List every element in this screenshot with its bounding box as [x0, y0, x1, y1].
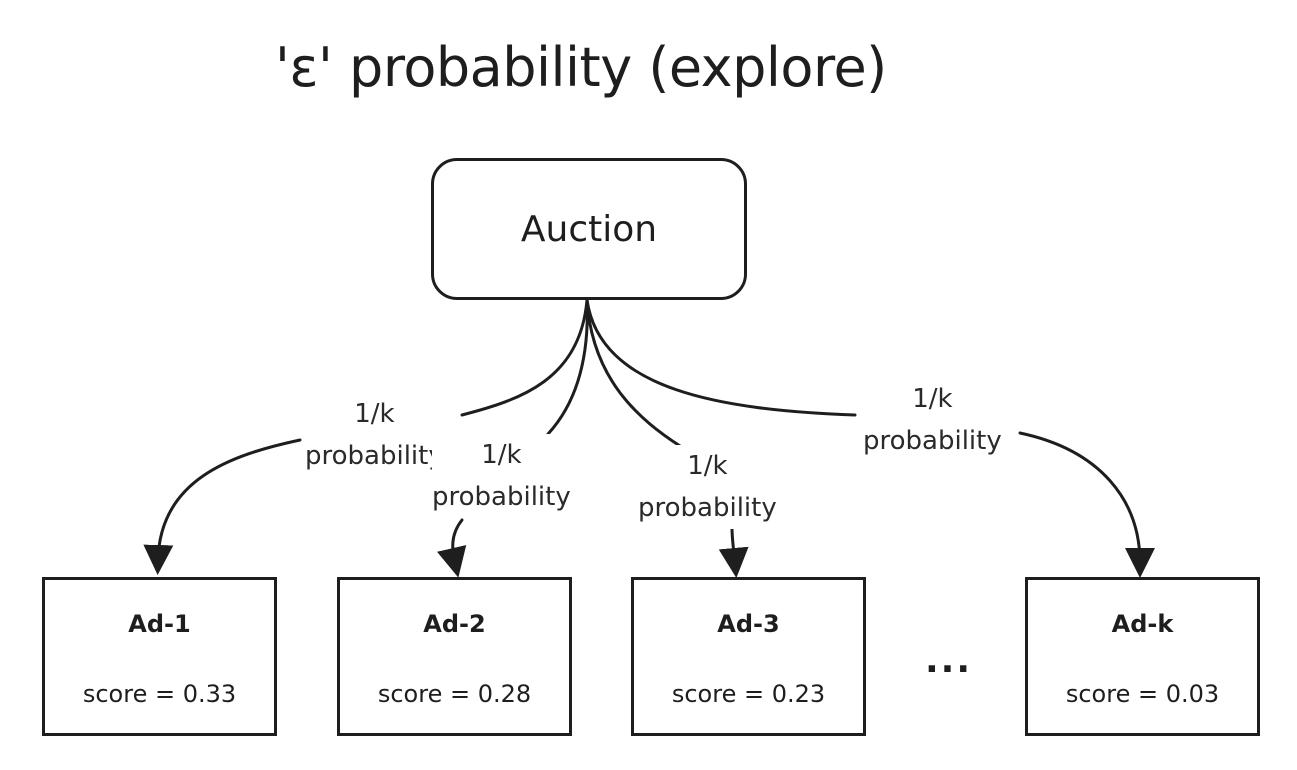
auction-node: Auction	[431, 158, 747, 300]
edge-to-ad-1	[460, 298, 589, 417]
diagram-title: 'ε' probability (explore)	[275, 36, 887, 99]
edge-label-ad-2: 1/k probability	[432, 434, 571, 518]
ad-node-k: Ad-k score = 0.03	[1025, 577, 1260, 736]
edge-label-ad-k: 1/k probability	[863, 378, 1002, 462]
edge-label-fraction: 1/k	[481, 440, 522, 470]
ad-score: score = 0.28	[377, 680, 532, 708]
edge-to-ad-k	[585, 298, 857, 417]
ad-name: Ad-1	[128, 610, 191, 638]
arrow-to-ad-k	[1018, 431, 1155, 578]
edge-label-ad-1: 1/k probability	[305, 393, 444, 477]
ad-score: score = 0.23	[671, 680, 826, 708]
edge-label-fraction: 1/k	[912, 384, 953, 414]
ad-name: Ad-2	[423, 610, 486, 638]
ad-node-3: Ad-3 score = 0.23	[631, 577, 866, 736]
arrow-to-ad-3	[718, 526, 749, 578]
edge-to-ad-2	[546, 298, 589, 436]
ad-name: Ad-3	[717, 610, 780, 638]
edge-label-text: probability	[432, 482, 571, 512]
arrow-to-ad-2	[437, 518, 467, 578]
arrow-to-ad-1	[143, 438, 302, 575]
edge-label-ad-3: 1/k probability	[638, 445, 777, 529]
edge-to-ad-3	[585, 298, 682, 448]
edge-label-text: probability	[638, 493, 777, 523]
ad-name: Ad-k	[1111, 610, 1174, 638]
edge-label-text: probability	[305, 441, 444, 471]
edge-label-fraction: 1/k	[354, 399, 395, 429]
edge-label-fraction: 1/k	[687, 451, 728, 481]
ellipsis: ...	[925, 640, 973, 681]
auction-label: Auction	[520, 208, 658, 250]
ad-node-1: Ad-1 score = 0.33	[42, 577, 277, 736]
ad-score: score = 0.03	[1065, 680, 1220, 708]
ad-score: score = 0.33	[82, 680, 237, 708]
edge-label-text: probability	[863, 426, 1002, 456]
ad-node-2: Ad-2 score = 0.28	[337, 577, 572, 736]
